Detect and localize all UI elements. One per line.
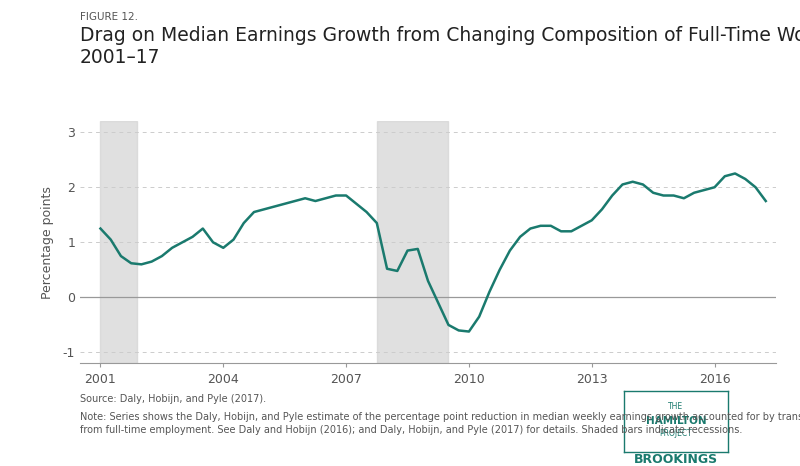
Text: FIGURE 12.: FIGURE 12. [80,12,138,21]
Text: BROOKINGS: BROOKINGS [634,453,718,466]
Text: Source: Daly, Hobijn, and Pyle (2017).: Source: Daly, Hobijn, and Pyle (2017). [80,394,266,404]
Text: Drag on Median Earnings Growth from Changing Composition of Full-Time Workforce,: Drag on Median Earnings Growth from Chan… [80,26,800,68]
Text: THE: THE [669,402,683,411]
Text: PROJECT: PROJECT [660,429,692,439]
Y-axis label: Percentage points: Percentage points [42,186,54,299]
Text: Note: Series shows the Daly, Hobijn, and Pyle estimate of the percentage point r: Note: Series shows the Daly, Hobijn, and… [80,412,800,435]
Bar [377,121,449,363]
Text: HAMILTON: HAMILTON [646,416,706,425]
Bar [101,121,138,363]
